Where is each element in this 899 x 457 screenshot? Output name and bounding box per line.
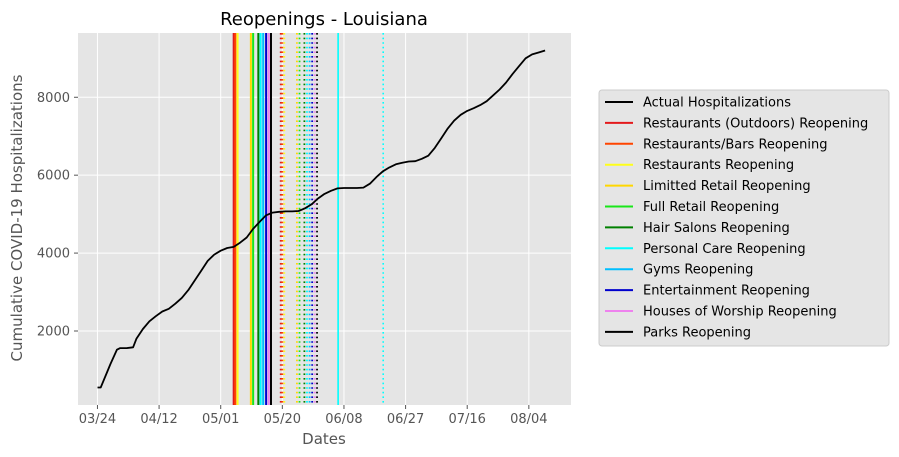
- x-tick-label: 05/01: [202, 412, 239, 427]
- legend-entry: Parks Reopening: [643, 325, 751, 340]
- chart-title: Reopenings - Louisiana: [220, 9, 428, 30]
- reopening-lines: [232, 33, 385, 405]
- y-tick-label: 8000: [37, 91, 70, 106]
- legend-entry: Restaurants Reopening: [643, 158, 794, 173]
- legend-entry: Entertainment Reopening: [643, 284, 810, 299]
- legend-entry: Restaurants/Bars Reopening: [643, 137, 827, 152]
- legend-entry: Restaurants (Outdoors) Reopening: [643, 116, 868, 131]
- x-tick-label: 06/27: [387, 412, 424, 427]
- legend-entry: Hair Salons Reopening: [643, 221, 790, 236]
- x-tick-label: 07/16: [448, 412, 485, 427]
- y-axis-ticks: 2000 4000 6000 8000: [37, 91, 78, 339]
- y-tick-label: 6000: [37, 169, 70, 184]
- legend-box: [598, 89, 890, 347]
- legend-entry: Actual Hospitalizations: [643, 96, 791, 111]
- legend-entry: Personal Care Reopening: [643, 242, 806, 257]
- x-tick-label: 03/24: [79, 412, 116, 427]
- x-tick-label: 08/04: [510, 412, 547, 427]
- plot-background: [78, 33, 571, 405]
- x-axis-ticks: 03/24 04/12 05/01 05/20 06/08 06/27 07/16 08/04: [79, 405, 548, 427]
- x-tick-label: 04/12: [140, 412, 177, 427]
- series-layer: [97, 49, 546, 389]
- legend-entry: Gyms Reopening: [643, 263, 753, 278]
- legend: Actual Hospitalizations Restaurants (Outd…: [598, 89, 890, 347]
- x-tick-label: 06/08: [325, 412, 362, 427]
- y-axis-label: Cumulative COVID-19 Hospitalizations: [8, 74, 26, 361]
- x-axis-label: Dates: [302, 430, 346, 448]
- x-tick-label: 05/20: [264, 412, 301, 427]
- legend-entry: Houses of Worship Reopening: [643, 305, 837, 320]
- legend-entry: Limitted Retail Reopening: [643, 179, 811, 194]
- series-line: [97, 49, 546, 389]
- y-tick-label: 4000: [37, 247, 70, 262]
- legend-entry: Full Retail Reopening: [643, 200, 779, 215]
- grid: [78, 33, 571, 405]
- y-tick-label: 2000: [37, 324, 70, 339]
